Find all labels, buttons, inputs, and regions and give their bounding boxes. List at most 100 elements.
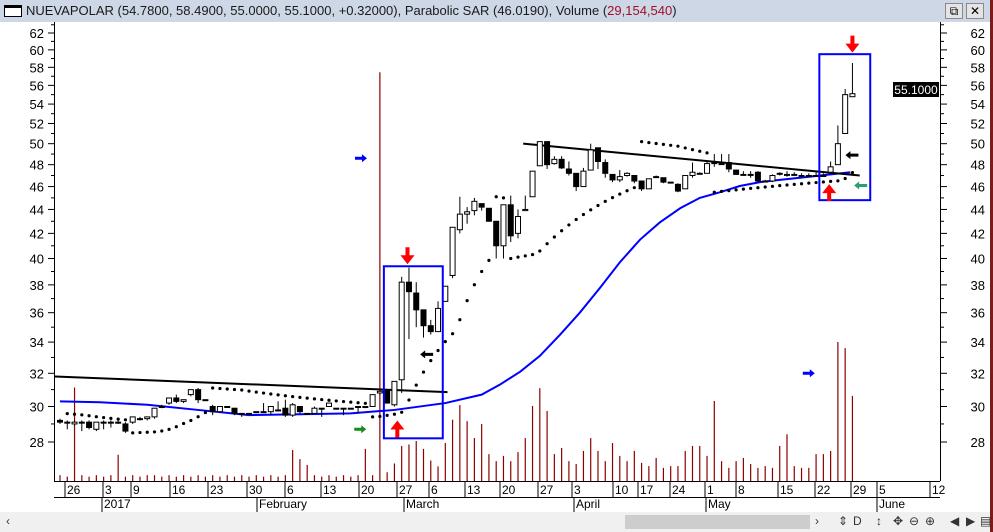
candle	[725, 154, 732, 173]
y-tick-label: 30	[30, 399, 44, 414]
candle	[318, 407, 325, 417]
y-tick-label: 42	[971, 226, 985, 241]
candle	[784, 171, 790, 177]
y-tick-label: 48	[30, 158, 44, 173]
y-tick-label: 40	[30, 251, 44, 266]
date-axis-background	[0, 481, 991, 512]
candle	[682, 175, 689, 190]
candle-body	[827, 166, 834, 173]
sar-dot	[211, 386, 215, 390]
candle-body	[573, 172, 580, 188]
candle	[827, 161, 834, 174]
sar-dot	[821, 180, 825, 184]
next-button[interactable]: ▶	[966, 514, 976, 528]
sar-dot	[589, 208, 593, 212]
candle	[849, 62, 856, 98]
pan-button[interactable]: ✥	[893, 514, 904, 528]
sar-dot	[661, 142, 666, 147]
scroll-thumb[interactable]	[625, 515, 810, 529]
candle	[427, 319, 434, 335]
candle-body	[747, 173, 754, 176]
restore-button[interactable]: ⧉	[945, 3, 963, 19]
y-tick-label: 58	[30, 60, 44, 75]
menu-button[interactable]: ▤	[980, 514, 992, 528]
candle-body	[529, 170, 536, 198]
candle-body	[602, 162, 609, 174]
zoom-out-button[interactable]: ⊖	[909, 514, 920, 528]
candle-body	[594, 147, 601, 162]
sar-dot	[320, 397, 324, 402]
candle	[624, 172, 631, 177]
sar-dot	[181, 421, 186, 426]
sar-dot	[392, 412, 397, 416]
candle	[544, 141, 551, 169]
candle-body	[493, 220, 500, 247]
x-tick-label: 13	[323, 483, 337, 497]
candle-body	[609, 173, 616, 181]
candle-body	[398, 281, 405, 381]
candle	[522, 195, 529, 212]
sar-dot	[647, 140, 651, 145]
candle	[136, 416, 143, 421]
sar-dot	[225, 387, 229, 391]
y-axis: 28 28 30 30 32 32 34 34 36 36 38 38 40 40 42 42 44 44 46 46…	[30, 24, 985, 450]
candle-body	[333, 407, 340, 410]
chart-background	[0, 22, 991, 512]
d-button[interactable]: D	[853, 514, 862, 528]
sar-dot	[167, 427, 171, 431]
x-tick-label: 8	[738, 483, 745, 497]
sar-dot	[240, 388, 244, 392]
candle-body	[275, 409, 282, 412]
candle	[369, 394, 376, 407]
sar-dot	[421, 370, 426, 374]
candle	[602, 159, 609, 178]
sar-dot	[109, 416, 113, 420]
candle-body	[347, 407, 354, 410]
y-tick-label: 50	[971, 137, 985, 152]
candle	[238, 412, 245, 417]
close-button[interactable]: ✕	[966, 3, 984, 19]
y-tick-label: 62	[30, 26, 44, 41]
candle	[500, 204, 507, 259]
candle	[747, 171, 754, 178]
sar-dot	[72, 412, 77, 416]
sar-dot	[400, 410, 404, 414]
moving-average-line	[59, 171, 851, 417]
y-tick-label: 62	[971, 26, 985, 41]
sell-arrow-icon	[400, 247, 415, 265]
scroll-right-button[interactable]: ›	[815, 514, 819, 528]
candle-body	[725, 162, 732, 170]
candle-body	[544, 141, 551, 166]
candle-body	[471, 200, 478, 212]
previous-button[interactable]: ◀	[950, 514, 960, 528]
vertical-zoom-button[interactable]: ↕	[876, 514, 882, 528]
sar-dot	[116, 417, 120, 421]
y-tick-label: 58	[971, 60, 985, 75]
zoom-in-button[interactable]: ⊕	[925, 514, 936, 528]
candle-body	[86, 421, 93, 428]
sar-dot	[94, 415, 98, 419]
candle-body	[136, 418, 143, 421]
candle-body	[522, 208, 529, 212]
trendline	[54, 375, 448, 394]
y-tick-label: 44	[971, 202, 985, 217]
candle	[296, 405, 303, 414]
x-tick-label: 5	[879, 483, 886, 497]
candle	[107, 420, 114, 428]
candle	[536, 141, 543, 167]
sar-dot	[734, 188, 738, 192]
sync-button[interactable]: ⇕	[838, 514, 849, 528]
candle-body	[391, 380, 398, 406]
candle	[762, 179, 769, 183]
signal-box	[818, 53, 872, 202]
sar-dot	[574, 217, 578, 222]
title-suffix: )	[672, 3, 677, 18]
candle	[435, 301, 442, 333]
restore-icon: ⧉	[949, 4, 959, 18]
candle	[267, 405, 274, 416]
chart-scrollbar[interactable]: ‹ › ⇕ D ↕ ✥ ⊖ ⊕ ◀ ▶ ▤	[0, 512, 991, 532]
x-tick-label: 27	[540, 483, 554, 497]
buy-arrow-icon	[390, 420, 405, 438]
scroll-left-button[interactable]: ‹	[6, 514, 10, 528]
